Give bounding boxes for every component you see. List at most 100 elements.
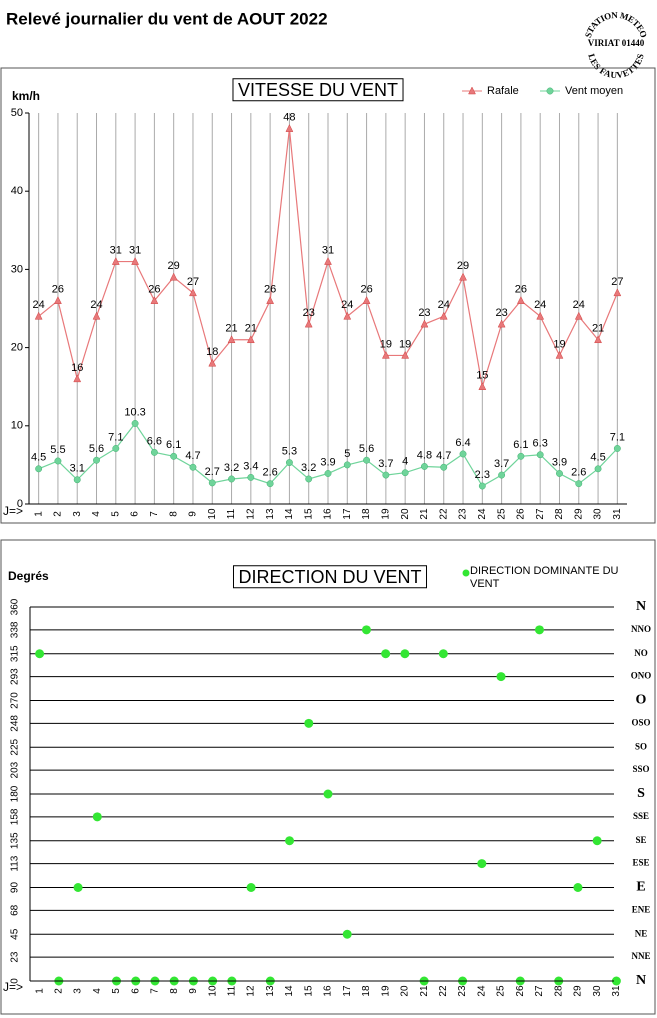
- point: [266, 480, 274, 488]
- y2-tick-label: NO: [634, 648, 648, 658]
- point: [536, 311, 545, 320]
- point: [440, 463, 448, 471]
- point: [611, 976, 621, 986]
- x-tick-label: 9: [188, 988, 199, 994]
- data-label: 4.8: [417, 449, 432, 461]
- point: [304, 718, 314, 728]
- point: [247, 473, 255, 481]
- y2-tick-label: SSE: [633, 811, 649, 821]
- data-label: 15: [476, 370, 488, 382]
- stamp-bottom-text: LES FAUVETTES: [586, 53, 645, 81]
- x-axis-label: J=>: [3, 504, 23, 518]
- y-tick-label: 10: [11, 420, 23, 432]
- y2-tick-label: N: [636, 599, 646, 614]
- x-tick-label: 28: [554, 508, 565, 520]
- point: [363, 456, 371, 464]
- point: [381, 649, 391, 659]
- y2-tick-label: N: [636, 973, 646, 988]
- data-label: 31: [322, 244, 334, 256]
- y-tick-label: 40: [11, 185, 23, 197]
- x-tick-label: 25: [496, 508, 507, 520]
- data-label: 5.3: [282, 445, 297, 457]
- chart-title: VITESSE DU VENT: [238, 80, 398, 100]
- point: [534, 625, 544, 635]
- data-label: 23: [418, 307, 430, 319]
- x-tick-label: 28: [553, 985, 564, 997]
- x-tick-label: 29: [573, 985, 584, 997]
- data-label: 27: [187, 276, 199, 288]
- x-tick-label: 30: [593, 508, 604, 520]
- point: [478, 482, 486, 490]
- x-tick-label: 19: [380, 985, 391, 997]
- y-tick-label: 20: [11, 342, 23, 354]
- x-tick-label: 2: [53, 511, 64, 517]
- point: [574, 311, 583, 320]
- y2-tick-label: ESE: [632, 858, 649, 868]
- x-tick-label: 14: [284, 985, 295, 997]
- y2-tick-label: S: [637, 786, 645, 801]
- y-tick-label: 270: [10, 692, 21, 709]
- point: [421, 463, 428, 470]
- point: [35, 465, 43, 473]
- point: [112, 445, 120, 452]
- y2-tick-label: OSO: [631, 717, 650, 727]
- x-tick-label: 29: [573, 508, 584, 520]
- y-tick-label: 248: [10, 715, 21, 732]
- data-label: 26: [515, 284, 527, 296]
- x-axis-label: J=>: [3, 980, 23, 994]
- data-label: 19: [399, 338, 411, 350]
- y2-tick-label: NNE: [631, 951, 650, 961]
- x-tick-label: 26: [516, 508, 527, 520]
- data-label: 3.7: [494, 458, 509, 470]
- y-tick-label: 135: [10, 832, 21, 849]
- y-tick-label: 158: [10, 808, 21, 825]
- page-title: Relevé journalier du vent de AOUT 2022: [6, 9, 328, 28]
- data-label: 2.7: [205, 466, 220, 478]
- point: [517, 452, 525, 460]
- point: [170, 452, 178, 460]
- point: [93, 456, 100, 464]
- data-label: 6.3: [533, 438, 548, 450]
- data-label: 5.6: [359, 443, 374, 455]
- point: [228, 475, 235, 483]
- x-tick-label: 17: [342, 508, 353, 520]
- point: [92, 311, 101, 320]
- y-tick-label: 203: [10, 761, 21, 778]
- data-label: 3.9: [320, 456, 335, 468]
- y-tick-label: 293: [10, 668, 21, 685]
- x-tick-label: 11: [226, 508, 237, 519]
- y-tick-label: 360: [10, 598, 21, 615]
- data-label: 48: [283, 112, 295, 124]
- y-tick-label: 0: [10, 978, 21, 984]
- point: [343, 461, 351, 469]
- data-label: 26: [264, 284, 276, 296]
- legend-label: DIRECTION DOMINANTE DU VENT: [470, 565, 619, 590]
- point: [497, 319, 506, 328]
- point: [478, 382, 487, 390]
- x-tick-label: 7: [149, 511, 160, 517]
- data-label: 3.2: [224, 462, 239, 474]
- y-tick-label: 0: [17, 498, 23, 510]
- data-label: 24: [438, 299, 450, 311]
- point: [73, 476, 81, 484]
- title-box: [232, 565, 428, 589]
- data-label: 3.7: [378, 458, 393, 470]
- point: [613, 288, 622, 297]
- x-tick-label: 4: [92, 988, 103, 994]
- point: [362, 296, 371, 304]
- data-label: 6.4: [455, 437, 470, 449]
- x-tick-label: 27: [534, 985, 545, 997]
- stamp: STATION METEO VIRIAT 01440 LES FAUVETTES: [583, 10, 649, 80]
- point: [111, 257, 120, 265]
- data-label: 18: [206, 346, 218, 358]
- data-label: 24: [90, 299, 102, 311]
- x-tick-label: 15: [303, 508, 314, 520]
- point: [556, 470, 563, 477]
- x-tick-label: 19: [381, 508, 392, 520]
- point: [594, 465, 602, 473]
- point: [400, 649, 410, 659]
- data-label: 7.1: [108, 431, 123, 443]
- data-label: 6.6: [147, 435, 162, 447]
- data-label: 4.7: [185, 450, 200, 462]
